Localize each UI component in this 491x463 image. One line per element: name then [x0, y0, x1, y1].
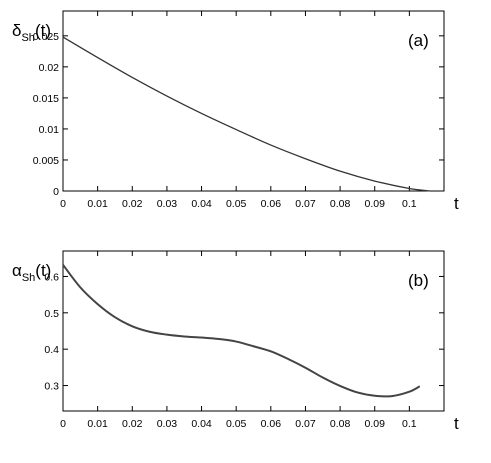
x-tick-label: 0.05	[226, 418, 247, 430]
series-line-b	[62, 264, 421, 398]
x-tick-label: 0.09	[365, 418, 386, 430]
x-tick-label: 0.03	[157, 418, 178, 430]
y-tick-label: 0.5	[44, 308, 59, 320]
x-tick-label: 0.03	[157, 198, 178, 210]
x-ticks-a: 0 0.01 0.02 0.03 0.04 0.05 0.06 0.07 0.08 0.09 0.1	[60, 11, 417, 210]
x-tick-label: 0	[60, 198, 66, 210]
y-tick-label: 0.6	[44, 271, 59, 283]
x-tick-label: 0.1	[402, 418, 417, 430]
x-tick-label: 0.07	[295, 198, 316, 210]
y-tick-label: 0.02	[39, 62, 60, 74]
y-tick-label: 0.025	[33, 31, 59, 43]
plot-frame-b	[62, 250, 445, 412]
x-tick-label: 0.02	[122, 418, 143, 430]
panel-b: 0 0.01 0.02 0.03 0.04 0.05 0.06 0.07 0.08 0.09 0.1…	[12, 250, 459, 433]
x-axis-label-b: t	[454, 414, 459, 433]
x-tick-label: 0.07	[295, 418, 316, 430]
y-tick-label: 0.4	[44, 344, 59, 356]
series-line-a	[62, 36, 431, 192]
panel-a: 0 0.01 0.02 0.03 0.04 0.05 0.06 0.07 0.08 0.09 0.1…	[12, 10, 459, 213]
x-tick-label: 0.05	[226, 198, 247, 210]
y-tick-label: 0	[53, 186, 59, 198]
x-tick-label: 0.09	[365, 198, 386, 210]
y-tick-label: 0.01	[39, 124, 60, 136]
y-axis-symbol-a: δ	[12, 21, 21, 40]
x-tick-label: 0.01	[87, 198, 108, 210]
y-tick-label: 0.015	[33, 93, 59, 105]
y-tick-label: 0.005	[33, 155, 59, 167]
x-tick-label: 0	[60, 418, 66, 430]
y-tick-label: 0.3	[44, 381, 59, 393]
x-tick-label: 0.02	[122, 198, 143, 210]
panel-label-a: (a)	[408, 31, 429, 50]
y-axis-suffix-b: (t)	[35, 261, 51, 280]
x-tick-label: 0.06	[261, 198, 282, 210]
y-axis-label-a: δSh(t)	[12, 21, 51, 44]
panel-label-b: (b)	[408, 271, 429, 290]
x-tick-label: 0.1	[402, 198, 417, 210]
y-axis-suffix-a: (t)	[35, 21, 51, 40]
x-tick-label: 0.01	[87, 418, 108, 430]
plot-frame-a	[62, 10, 445, 192]
y-axis-symbol-b: α	[12, 261, 22, 280]
x-tick-label: 0.08	[330, 418, 351, 430]
x-tick-label: 0.04	[191, 198, 212, 210]
y-ticks-a: 0 0.005 0.01 0.015 0.02 0.025	[33, 31, 444, 198]
x-tick-label: 0.04	[191, 418, 212, 430]
x-tick-label: 0.06	[261, 418, 282, 430]
x-ticks-b: 0 0.01 0.02 0.03 0.04 0.05 0.06 0.07 0.08 0.09 0.1	[60, 251, 417, 430]
y-axis-label-b: αSh(t)	[12, 261, 51, 284]
y-axis-subscript-a: Sh	[21, 32, 34, 44]
x-tick-label: 0.08	[330, 198, 351, 210]
y-axis-subscript-b: Sh	[22, 272, 35, 284]
x-axis-label-a: t	[454, 194, 459, 213]
y-ticks-b: 0.3 0.4 0.5 0.6	[44, 271, 444, 393]
